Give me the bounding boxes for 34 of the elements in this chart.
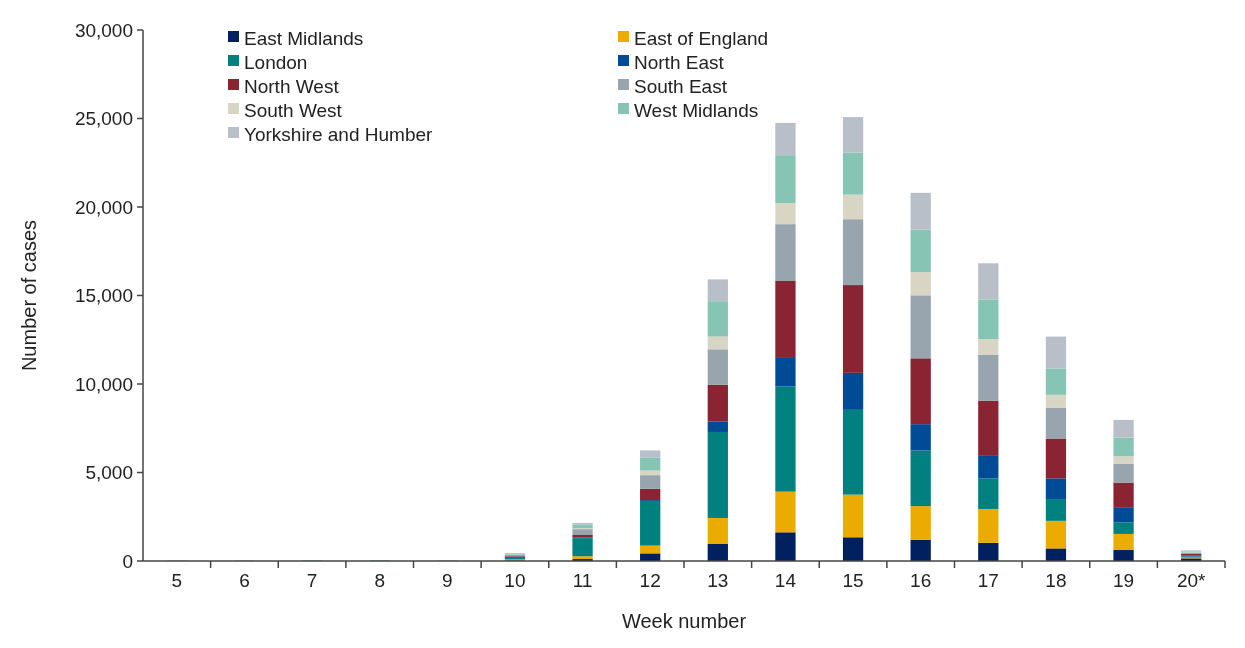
x-tick-label: 7 — [306, 570, 318, 591]
x-tick-label: 17 — [977, 570, 999, 591]
x-tick-label: 12 — [639, 570, 661, 591]
legend-label: West Midlands — [634, 99, 759, 121]
legend-label: Yorkshire and Humber — [244, 123, 434, 145]
legend-label: North East — [634, 51, 725, 73]
x-tick-label: 8 — [374, 570, 385, 591]
y-tick-label: 15,000 — [74, 285, 133, 307]
x-tick-label: 10 — [504, 570, 526, 591]
y-tick-label: 20,000 — [74, 196, 133, 218]
x-tick-label: 11 — [572, 570, 593, 591]
legend-label: North West — [244, 75, 340, 97]
x-tick-label: 20* — [1176, 570, 1207, 591]
y-tick-label: 5,000 — [85, 462, 133, 484]
legend-label: South West — [244, 99, 343, 121]
y-axis-title: Number of cases — [18, 219, 40, 372]
x-tick-label: 18 — [1045, 570, 1067, 591]
x-tick-label: 5 — [171, 570, 183, 591]
x-tick-label: 19 — [1112, 570, 1135, 591]
x-tick-label: 6 — [239, 570, 250, 591]
legend-label: East of England — [634, 27, 769, 49]
x-tick-label: 16 — [910, 570, 932, 591]
x-tick-label: 15 — [842, 570, 864, 591]
legend-label: London — [244, 51, 308, 73]
y-tick-label: 30,000 — [74, 19, 133, 41]
x-axis-title: Week number — [621, 610, 747, 632]
y-tick-label: 25,000 — [74, 108, 133, 130]
y-tick-label: 10,000 — [74, 373, 133, 395]
legend-label: East Midlands — [244, 27, 364, 49]
x-tick-label: 13 — [707, 570, 729, 591]
legend-label: South East — [634, 75, 728, 97]
x-tick-label: 9 — [442, 570, 453, 591]
x-tick-label: 14 — [774, 570, 797, 591]
y-tick-label: 0 — [122, 550, 133, 572]
